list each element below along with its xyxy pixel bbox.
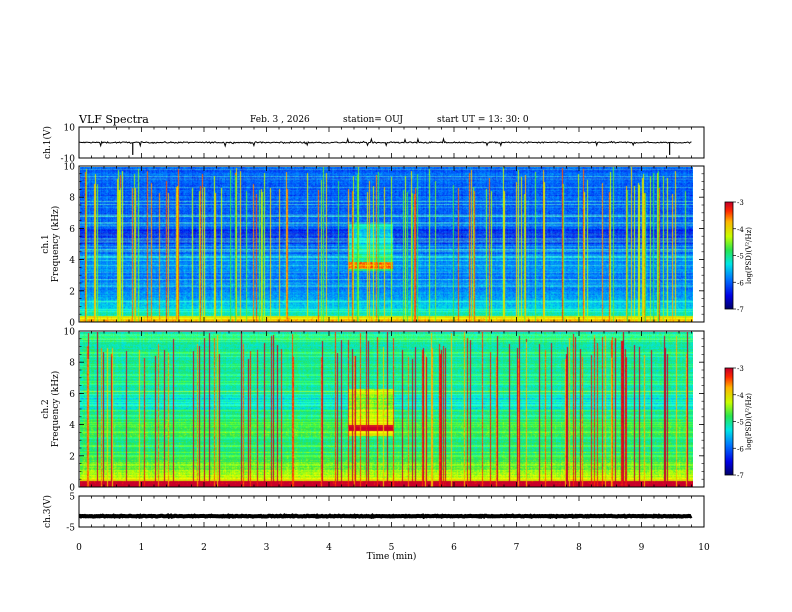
ch3-waveform-ytick-label: -5: [66, 524, 75, 534]
station-label: station= OUJ: [343, 115, 404, 125]
x-tick-label: 10: [698, 543, 710, 553]
ch1-waveform-ytick-label: -10: [61, 155, 76, 165]
x-tick-label: 9: [639, 543, 645, 553]
ch1-spectrogram-ytick-label: 2: [69, 287, 75, 297]
ch1-spectrogram-panel: 0 2 4 6 8 10 ch.1 Frequency (kHz): [41, 163, 705, 329]
ch1-waveform-panel: 10 -10 ch.1(V): [42, 124, 705, 165]
x-tick-label: 2: [201, 543, 207, 553]
ch2-spectrogram-ytick-label: 10: [64, 328, 76, 338]
ch2-spectrogram-ylabel-1: ch.2: [41, 399, 51, 418]
ch1-spectrogram-ylabel-2: Frequency (kHz): [50, 206, 61, 283]
ch1-spectrogram-colorbar-label: -6: [737, 279, 744, 287]
ch2-spectrogram-ytick-label: 6: [69, 390, 75, 400]
ch2-spectrogram-colorbar-label: -6: [737, 445, 744, 453]
ch1-spectrogram-colorbar-frame: [724, 201, 734, 310]
ch3-waveform-ylabel: ch.3(V): [42, 495, 53, 528]
ch1-spectrogram-ytick-label: 8: [69, 194, 75, 204]
ch2-spectrogram-ylabel-2: Frequency (kHz): [50, 371, 61, 448]
ch1-spectrogram-ylabel-1: ch.1: [41, 234, 51, 253]
ch2-spectrogram-colorbar-label: -3: [737, 365, 744, 373]
colorbars: -3 -4 -5 -6 -7 log(PSD)(V²/Hz) -3 -4 -5 -6 -7 log(P…: [724, 199, 753, 480]
figure-title: VLF Spectra: [79, 113, 149, 126]
ch2-spectrogram-panel: 0 2 4 6 8 10 ch.2 Frequency (kHz): [41, 328, 705, 494]
ch2-spectrogram-colorbar-frame: [724, 367, 734, 476]
ch1-spectrogram-colorbar-label: -4: [737, 226, 744, 234]
ch3-waveform-panel: 5 -5 ch.3(V) 0 1 2 3 4 5 6 7 8 9 10 Time (min): [42, 493, 710, 563]
ch1-colorbar-image: [725, 202, 733, 309]
x-tick-label: 0: [76, 543, 82, 553]
date-label: Feb. 3 , 2026: [250, 115, 310, 125]
x-tick-label: 7: [514, 543, 520, 553]
ch1-waveform-ytick-label: 10: [64, 124, 76, 134]
x-tick-label: 4: [326, 543, 332, 553]
x-tick-label: 1: [139, 543, 145, 553]
x-tick-label: 5: [389, 543, 395, 553]
ch2-spectrogram-colorbar-title: log(PSD)(V²/Hz): [745, 393, 753, 450]
x-axis-label: Time (min): [367, 551, 417, 562]
ch2-spectrogram-ytick-label: 0: [69, 484, 75, 494]
ch3-waveform-ytick-label: 5: [69, 493, 75, 503]
start-time-label: start UT = 13: 30: 0: [437, 115, 529, 125]
ch1-spectrogram-frame: [78, 165, 705, 323]
ch1-waveform-trace: [78, 136, 692, 148]
ch2-spectrogram-frame: [78, 330, 705, 488]
ch1-spectrogram-ytick-label: 4: [69, 256, 75, 266]
x-tick-label: 3: [264, 543, 270, 553]
ch2-spectrogram-image: [80, 332, 693, 487]
ch1-spectrogram-colorbar-label: -7: [737, 306, 744, 314]
ch2-colorbar-image: [725, 368, 733, 475]
ch2-spectrogram-ytick-label: 8: [69, 359, 75, 369]
ch1-spectrogram-ytick-label: 10: [64, 163, 76, 173]
ch2-spectrogram-colorbar-label: -4: [737, 392, 744, 400]
ch2-spectrogram-ytick-label: 2: [69, 452, 75, 462]
ch1-spectrogram-ytick-label: 0: [69, 319, 75, 329]
x-tick-label: 6: [451, 543, 457, 553]
ch2-spectrogram-colorbar-label: -7: [737, 472, 744, 480]
ch1-waveform-ylabel: ch.1(V): [42, 126, 53, 159]
ch1-spectrogram-image: [80, 167, 693, 322]
ch1-spectrogram-colorbar-title: log(PSD)(V²/Hz): [745, 227, 753, 284]
ch3-waveform-trace: [78, 513, 693, 520]
ch2-spectrogram-ytick-label: 4: [69, 421, 75, 431]
x-tick-label: 8: [576, 543, 582, 553]
ch2-spectrogram-colorbar-label: -5: [737, 419, 744, 427]
ch1-spectrogram-colorbar-label: -3: [737, 199, 744, 207]
ch1-spectrogram-colorbar-label: -5: [737, 253, 744, 261]
ch1-spectrogram-ytick-label: 6: [69, 225, 75, 235]
